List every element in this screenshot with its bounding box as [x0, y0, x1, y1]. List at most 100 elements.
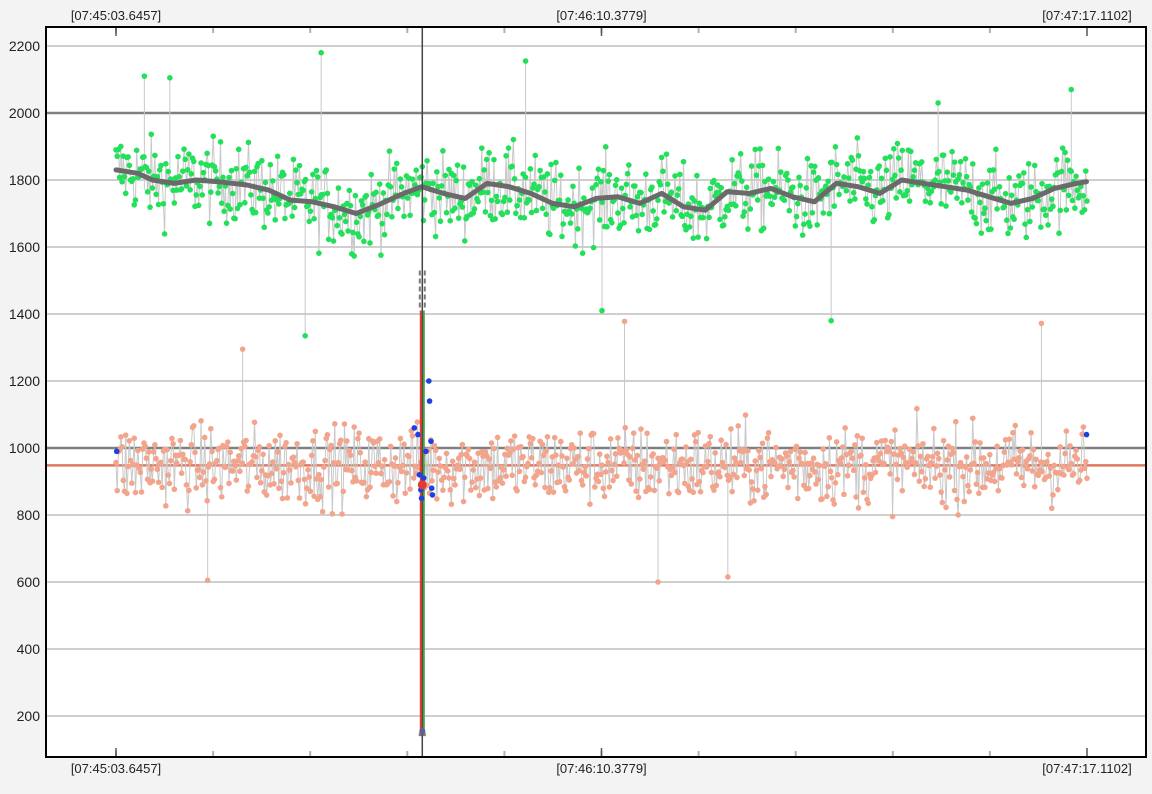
- data-point: [638, 426, 644, 432]
- data-point: [829, 475, 835, 481]
- data-point: [139, 489, 145, 495]
- data-point: [502, 195, 508, 201]
- data-point: [261, 225, 267, 231]
- data-point: [446, 475, 452, 481]
- data-point: [553, 452, 559, 458]
- data-point: [494, 194, 500, 200]
- data-point: [768, 474, 774, 480]
- data-point: [844, 188, 850, 194]
- y-tick-label: 1000: [9, 440, 40, 456]
- data-point: [800, 461, 806, 467]
- data-point: [1049, 196, 1055, 202]
- data-point: [330, 215, 336, 221]
- data-point: [490, 496, 496, 502]
- data-point: [450, 459, 456, 465]
- data-point: [336, 185, 342, 191]
- data-point: [944, 169, 950, 175]
- data-point: [230, 468, 236, 474]
- y-tick-label: 400: [17, 641, 41, 657]
- data-point: [326, 484, 332, 490]
- data-point: [212, 477, 218, 483]
- outlier-point: [240, 346, 246, 352]
- data-point: [339, 231, 345, 237]
- x-tick-label-top: [07:45:03.6457]: [71, 8, 161, 23]
- data-point: [881, 461, 887, 467]
- data-point: [523, 475, 529, 481]
- data-point: [1073, 173, 1079, 179]
- data-point: [1023, 235, 1029, 241]
- data-point: [654, 465, 660, 471]
- data-point: [1059, 169, 1065, 175]
- data-point: [232, 463, 238, 469]
- y-tick-label: 800: [17, 507, 41, 523]
- data-point: [151, 449, 157, 455]
- data-point: [512, 176, 518, 182]
- data-point: [354, 478, 360, 484]
- data-point: [1077, 477, 1083, 483]
- data-point: [927, 484, 933, 490]
- data-point: [740, 449, 746, 455]
- data-point: [539, 470, 545, 476]
- data-point: [491, 446, 497, 452]
- data-point: [886, 212, 892, 218]
- data-point: [349, 468, 355, 474]
- outlier-point: [205, 578, 211, 584]
- data-point: [547, 485, 553, 491]
- data-point: [472, 459, 478, 465]
- data-point: [850, 455, 856, 461]
- data-point: [500, 212, 506, 218]
- data-point: [1020, 447, 1026, 453]
- data-point: [368, 172, 374, 178]
- data-point: [543, 211, 549, 217]
- data-point: [631, 430, 637, 436]
- data-point: [317, 494, 323, 500]
- data-point: [275, 449, 281, 455]
- data-point: [319, 477, 325, 483]
- data-point: [1071, 471, 1077, 477]
- data-point: [135, 448, 141, 454]
- data-point: [113, 460, 119, 466]
- data-point: [605, 178, 611, 184]
- data-point: [295, 478, 301, 484]
- data-point: [895, 141, 901, 147]
- data-point: [525, 461, 531, 467]
- data-point: [918, 454, 924, 460]
- data-point: [563, 488, 569, 494]
- data-point: [704, 236, 710, 242]
- data-point: [503, 153, 509, 159]
- data-point: [236, 147, 242, 153]
- x-tick-label-bottom: [07:45:03.6457]: [71, 761, 161, 776]
- data-point: [134, 148, 140, 154]
- data-point: [791, 474, 797, 480]
- data-point: [1064, 428, 1070, 434]
- data-point: [208, 426, 214, 432]
- data-point: [443, 173, 449, 179]
- data-point: [573, 243, 579, 249]
- data-point: [861, 489, 867, 495]
- data-point: [145, 189, 151, 195]
- data-point: [356, 430, 362, 436]
- data-point: [394, 161, 400, 167]
- data-point: [913, 460, 919, 466]
- data-point: [597, 217, 603, 223]
- data-point: [803, 185, 809, 191]
- data-point: [856, 505, 862, 511]
- data-point: [548, 468, 554, 474]
- data-point: [963, 464, 969, 470]
- data-point: [189, 442, 195, 448]
- data-point: [827, 211, 833, 217]
- data-point: [485, 486, 491, 492]
- data-point: [786, 459, 792, 465]
- data-point: [287, 467, 293, 473]
- selection-marker[interactable]: [418, 480, 427, 489]
- data-point: [1009, 193, 1015, 199]
- selected-point: [419, 495, 425, 501]
- x-tick-label-top: [07:47:17.1102]: [1042, 8, 1131, 23]
- data-point: [460, 204, 466, 210]
- data-point: [726, 208, 732, 214]
- data-point: [596, 479, 602, 485]
- data-point: [455, 162, 461, 168]
- data-point: [338, 437, 344, 443]
- data-point: [138, 470, 144, 476]
